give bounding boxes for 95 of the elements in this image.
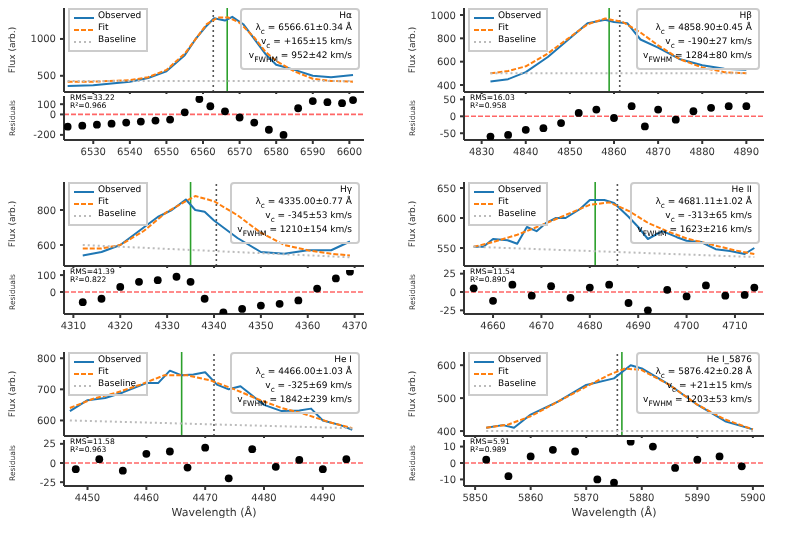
point (566, 293, 575, 302)
point (95, 455, 104, 464)
point (235, 113, 244, 122)
point (671, 464, 680, 472)
point (323, 98, 332, 107)
point (275, 299, 284, 308)
point (721, 291, 730, 300)
point (740, 291, 749, 299)
point (624, 299, 633, 307)
point (482, 455, 491, 464)
point (469, 284, 478, 293)
point (153, 276, 162, 285)
point (750, 283, 759, 292)
point (172, 272, 181, 281)
point (486, 132, 495, 140)
point (539, 124, 548, 133)
point (592, 105, 601, 114)
point (78, 298, 87, 307)
point (313, 284, 322, 293)
point (122, 118, 131, 127)
point (200, 294, 209, 303)
point (206, 102, 215, 111)
point (151, 116, 160, 125)
point (342, 455, 351, 464)
point (715, 452, 724, 461)
point (64, 122, 72, 131)
point (489, 296, 497, 305)
point (527, 291, 536, 300)
point (136, 117, 145, 126)
point (643, 306, 652, 314)
point (186, 277, 195, 286)
point (219, 308, 228, 314)
point (349, 96, 357, 104)
point (165, 447, 174, 456)
point (142, 449, 151, 458)
point (294, 104, 303, 113)
point (504, 131, 513, 139)
point (250, 118, 259, 127)
point (338, 99, 346, 108)
point (271, 462, 280, 471)
point (508, 280, 517, 289)
point (180, 108, 189, 117)
point (346, 270, 354, 276)
point (557, 119, 565, 127)
point (308, 97, 317, 106)
point (279, 130, 288, 139)
point (201, 443, 210, 452)
point (548, 445, 557, 454)
point (547, 282, 555, 291)
point (610, 114, 618, 122)
point (526, 452, 535, 461)
point (78, 121, 87, 130)
point (707, 103, 715, 112)
point (521, 125, 530, 134)
point (295, 456, 304, 464)
point (331, 274, 340, 283)
point (640, 122, 649, 131)
point (574, 109, 583, 117)
point (571, 447, 580, 456)
point (737, 462, 746, 471)
point (224, 474, 233, 483)
point (702, 281, 710, 290)
point (166, 115, 175, 124)
point (626, 440, 635, 446)
point (693, 455, 702, 464)
point (248, 445, 257, 454)
point (318, 465, 327, 474)
point (585, 283, 594, 292)
point (605, 280, 614, 289)
point (93, 120, 101, 129)
point (97, 294, 106, 303)
point (593, 475, 602, 484)
point (183, 463, 192, 472)
point (71, 465, 80, 474)
point (116, 283, 125, 291)
point (724, 102, 733, 111)
point (648, 442, 657, 451)
point (107, 119, 116, 128)
point (195, 96, 204, 103)
point (221, 107, 229, 116)
point (294, 296, 303, 305)
point (135, 277, 143, 286)
point (742, 102, 751, 111)
point (682, 292, 691, 301)
point (256, 301, 265, 310)
point (663, 285, 672, 294)
point (671, 115, 680, 124)
point (118, 466, 127, 475)
point (238, 305, 247, 313)
point (610, 478, 618, 486)
point (264, 125, 273, 134)
point (627, 102, 636, 111)
point (504, 472, 513, 481)
point (689, 107, 698, 116)
point (654, 105, 663, 114)
